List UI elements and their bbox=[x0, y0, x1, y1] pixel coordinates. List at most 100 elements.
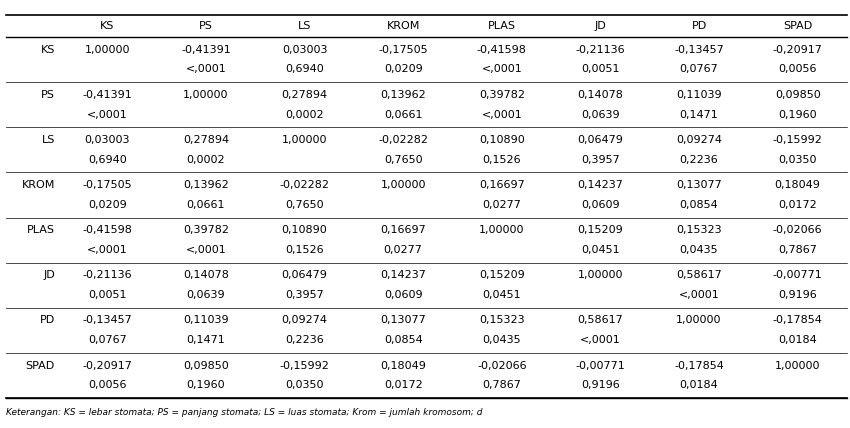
Text: 0,0609: 0,0609 bbox=[581, 200, 620, 210]
Text: 0,0209: 0,0209 bbox=[384, 65, 422, 74]
Text: 0,14237: 0,14237 bbox=[380, 270, 426, 280]
Text: 0,11039: 0,11039 bbox=[677, 90, 722, 100]
Text: -0,13457: -0,13457 bbox=[674, 45, 724, 55]
Text: 0,1471: 0,1471 bbox=[186, 335, 225, 345]
Text: 0,7650: 0,7650 bbox=[286, 200, 324, 210]
Text: <,0001: <,0001 bbox=[185, 245, 226, 255]
Text: 0,0051: 0,0051 bbox=[88, 290, 127, 300]
Text: 0,1960: 0,1960 bbox=[187, 380, 225, 390]
Text: -0,02066: -0,02066 bbox=[773, 225, 823, 235]
Text: 0,0209: 0,0209 bbox=[88, 200, 127, 210]
Text: 0,9196: 0,9196 bbox=[779, 290, 817, 300]
Text: 0,13962: 0,13962 bbox=[183, 180, 229, 190]
Text: -0,17505: -0,17505 bbox=[82, 180, 132, 190]
Text: 0,0435: 0,0435 bbox=[680, 245, 718, 255]
Text: 0,2236: 0,2236 bbox=[286, 335, 324, 345]
Text: 0,13077: 0,13077 bbox=[380, 315, 426, 325]
Text: SPAD: SPAD bbox=[26, 360, 55, 371]
Text: 0,10890: 0,10890 bbox=[479, 135, 524, 145]
Text: 0,58617: 0,58617 bbox=[677, 270, 722, 280]
Text: 1,00000: 1,00000 bbox=[84, 45, 130, 55]
Text: PLAS: PLAS bbox=[488, 21, 516, 31]
Text: 0,18049: 0,18049 bbox=[774, 180, 820, 190]
Text: 0,0767: 0,0767 bbox=[88, 335, 127, 345]
Text: -0,41598: -0,41598 bbox=[477, 45, 527, 55]
Text: -0,02282: -0,02282 bbox=[378, 135, 428, 145]
Text: 1,00000: 1,00000 bbox=[381, 180, 426, 190]
Text: PS: PS bbox=[41, 90, 55, 100]
Text: 0,15209: 0,15209 bbox=[479, 270, 524, 280]
Text: 1,00000: 1,00000 bbox=[184, 90, 229, 100]
Text: 0,09850: 0,09850 bbox=[775, 90, 820, 100]
Text: -0,15992: -0,15992 bbox=[280, 360, 330, 371]
Text: PD: PD bbox=[40, 315, 55, 325]
Text: Keterangan: KS = lebar stomata; PS = panjang stomata; LS = luas stomata; Krom = : Keterangan: KS = lebar stomata; PS = pan… bbox=[6, 408, 483, 417]
Text: 0,1960: 0,1960 bbox=[779, 110, 817, 119]
Text: -0,15992: -0,15992 bbox=[773, 135, 823, 145]
Text: 0,16697: 0,16697 bbox=[479, 180, 524, 190]
Text: 0,0056: 0,0056 bbox=[88, 380, 127, 390]
Text: PD: PD bbox=[691, 21, 706, 31]
Text: -0,20917: -0,20917 bbox=[773, 45, 823, 55]
Text: -0,41598: -0,41598 bbox=[82, 225, 133, 235]
Text: 0,3957: 0,3957 bbox=[286, 290, 324, 300]
Text: 1,00000: 1,00000 bbox=[677, 315, 722, 325]
Text: 0,6940: 0,6940 bbox=[286, 65, 324, 74]
Text: -0,00771: -0,00771 bbox=[575, 360, 626, 371]
Text: -0,41391: -0,41391 bbox=[181, 45, 231, 55]
Text: 0,0661: 0,0661 bbox=[384, 110, 422, 119]
Text: -0,02282: -0,02282 bbox=[280, 180, 330, 190]
Text: 0,14237: 0,14237 bbox=[577, 180, 623, 190]
Text: 0,15323: 0,15323 bbox=[479, 315, 524, 325]
Text: 0,0172: 0,0172 bbox=[384, 380, 422, 390]
Text: -0,02066: -0,02066 bbox=[477, 360, 527, 371]
Text: <,0001: <,0001 bbox=[87, 110, 128, 119]
Text: 0,0609: 0,0609 bbox=[384, 290, 422, 300]
Text: KROM: KROM bbox=[21, 180, 55, 190]
Text: 0,0435: 0,0435 bbox=[483, 335, 521, 345]
Text: <,0001: <,0001 bbox=[87, 245, 128, 255]
Text: 0,0002: 0,0002 bbox=[286, 110, 324, 119]
Text: 0,0639: 0,0639 bbox=[187, 290, 225, 300]
Text: 0,09274: 0,09274 bbox=[281, 315, 327, 325]
Text: -0,17505: -0,17505 bbox=[378, 45, 428, 55]
Text: 0,0661: 0,0661 bbox=[187, 200, 225, 210]
Text: KS: KS bbox=[100, 21, 115, 31]
Text: 0,0277: 0,0277 bbox=[482, 200, 521, 210]
Text: 0,0451: 0,0451 bbox=[581, 245, 620, 255]
Text: -0,21136: -0,21136 bbox=[82, 270, 132, 280]
Text: 0,0172: 0,0172 bbox=[779, 200, 817, 210]
Text: <,0001: <,0001 bbox=[185, 65, 226, 74]
Text: 1,00000: 1,00000 bbox=[479, 225, 524, 235]
Text: <,0001: <,0001 bbox=[678, 290, 719, 300]
Text: -0,17854: -0,17854 bbox=[773, 315, 823, 325]
Text: PS: PS bbox=[199, 21, 212, 31]
Text: <,0001: <,0001 bbox=[481, 110, 522, 119]
Text: KROM: KROM bbox=[387, 21, 420, 31]
Text: 0,06479: 0,06479 bbox=[577, 135, 623, 145]
Text: 0,14078: 0,14078 bbox=[183, 270, 229, 280]
Text: 1,00000: 1,00000 bbox=[282, 135, 327, 145]
Text: 0,0056: 0,0056 bbox=[779, 65, 817, 74]
Text: 0,0184: 0,0184 bbox=[779, 335, 817, 345]
Text: 0,03003: 0,03003 bbox=[282, 45, 327, 55]
Text: 0,13962: 0,13962 bbox=[380, 90, 426, 100]
Text: 0,0051: 0,0051 bbox=[581, 65, 620, 74]
Text: -0,21136: -0,21136 bbox=[575, 45, 626, 55]
Text: 0,11039: 0,11039 bbox=[183, 315, 229, 325]
Text: 0,0184: 0,0184 bbox=[680, 380, 718, 390]
Text: KS: KS bbox=[41, 45, 55, 55]
Text: 0,2236: 0,2236 bbox=[680, 155, 718, 165]
Text: -0,20917: -0,20917 bbox=[82, 360, 133, 371]
Text: 0,14078: 0,14078 bbox=[577, 90, 623, 100]
Text: JD: JD bbox=[594, 21, 606, 31]
Text: 0,1471: 0,1471 bbox=[680, 110, 718, 119]
Text: 0,7867: 0,7867 bbox=[779, 245, 817, 255]
Text: 0,7650: 0,7650 bbox=[384, 155, 422, 165]
Text: 0,16697: 0,16697 bbox=[380, 225, 426, 235]
Text: LS: LS bbox=[298, 21, 311, 31]
Text: 0,0639: 0,0639 bbox=[581, 110, 620, 119]
Text: 0,27894: 0,27894 bbox=[281, 90, 327, 100]
Text: 0,0854: 0,0854 bbox=[680, 200, 718, 210]
Text: 0,09274: 0,09274 bbox=[676, 135, 722, 145]
